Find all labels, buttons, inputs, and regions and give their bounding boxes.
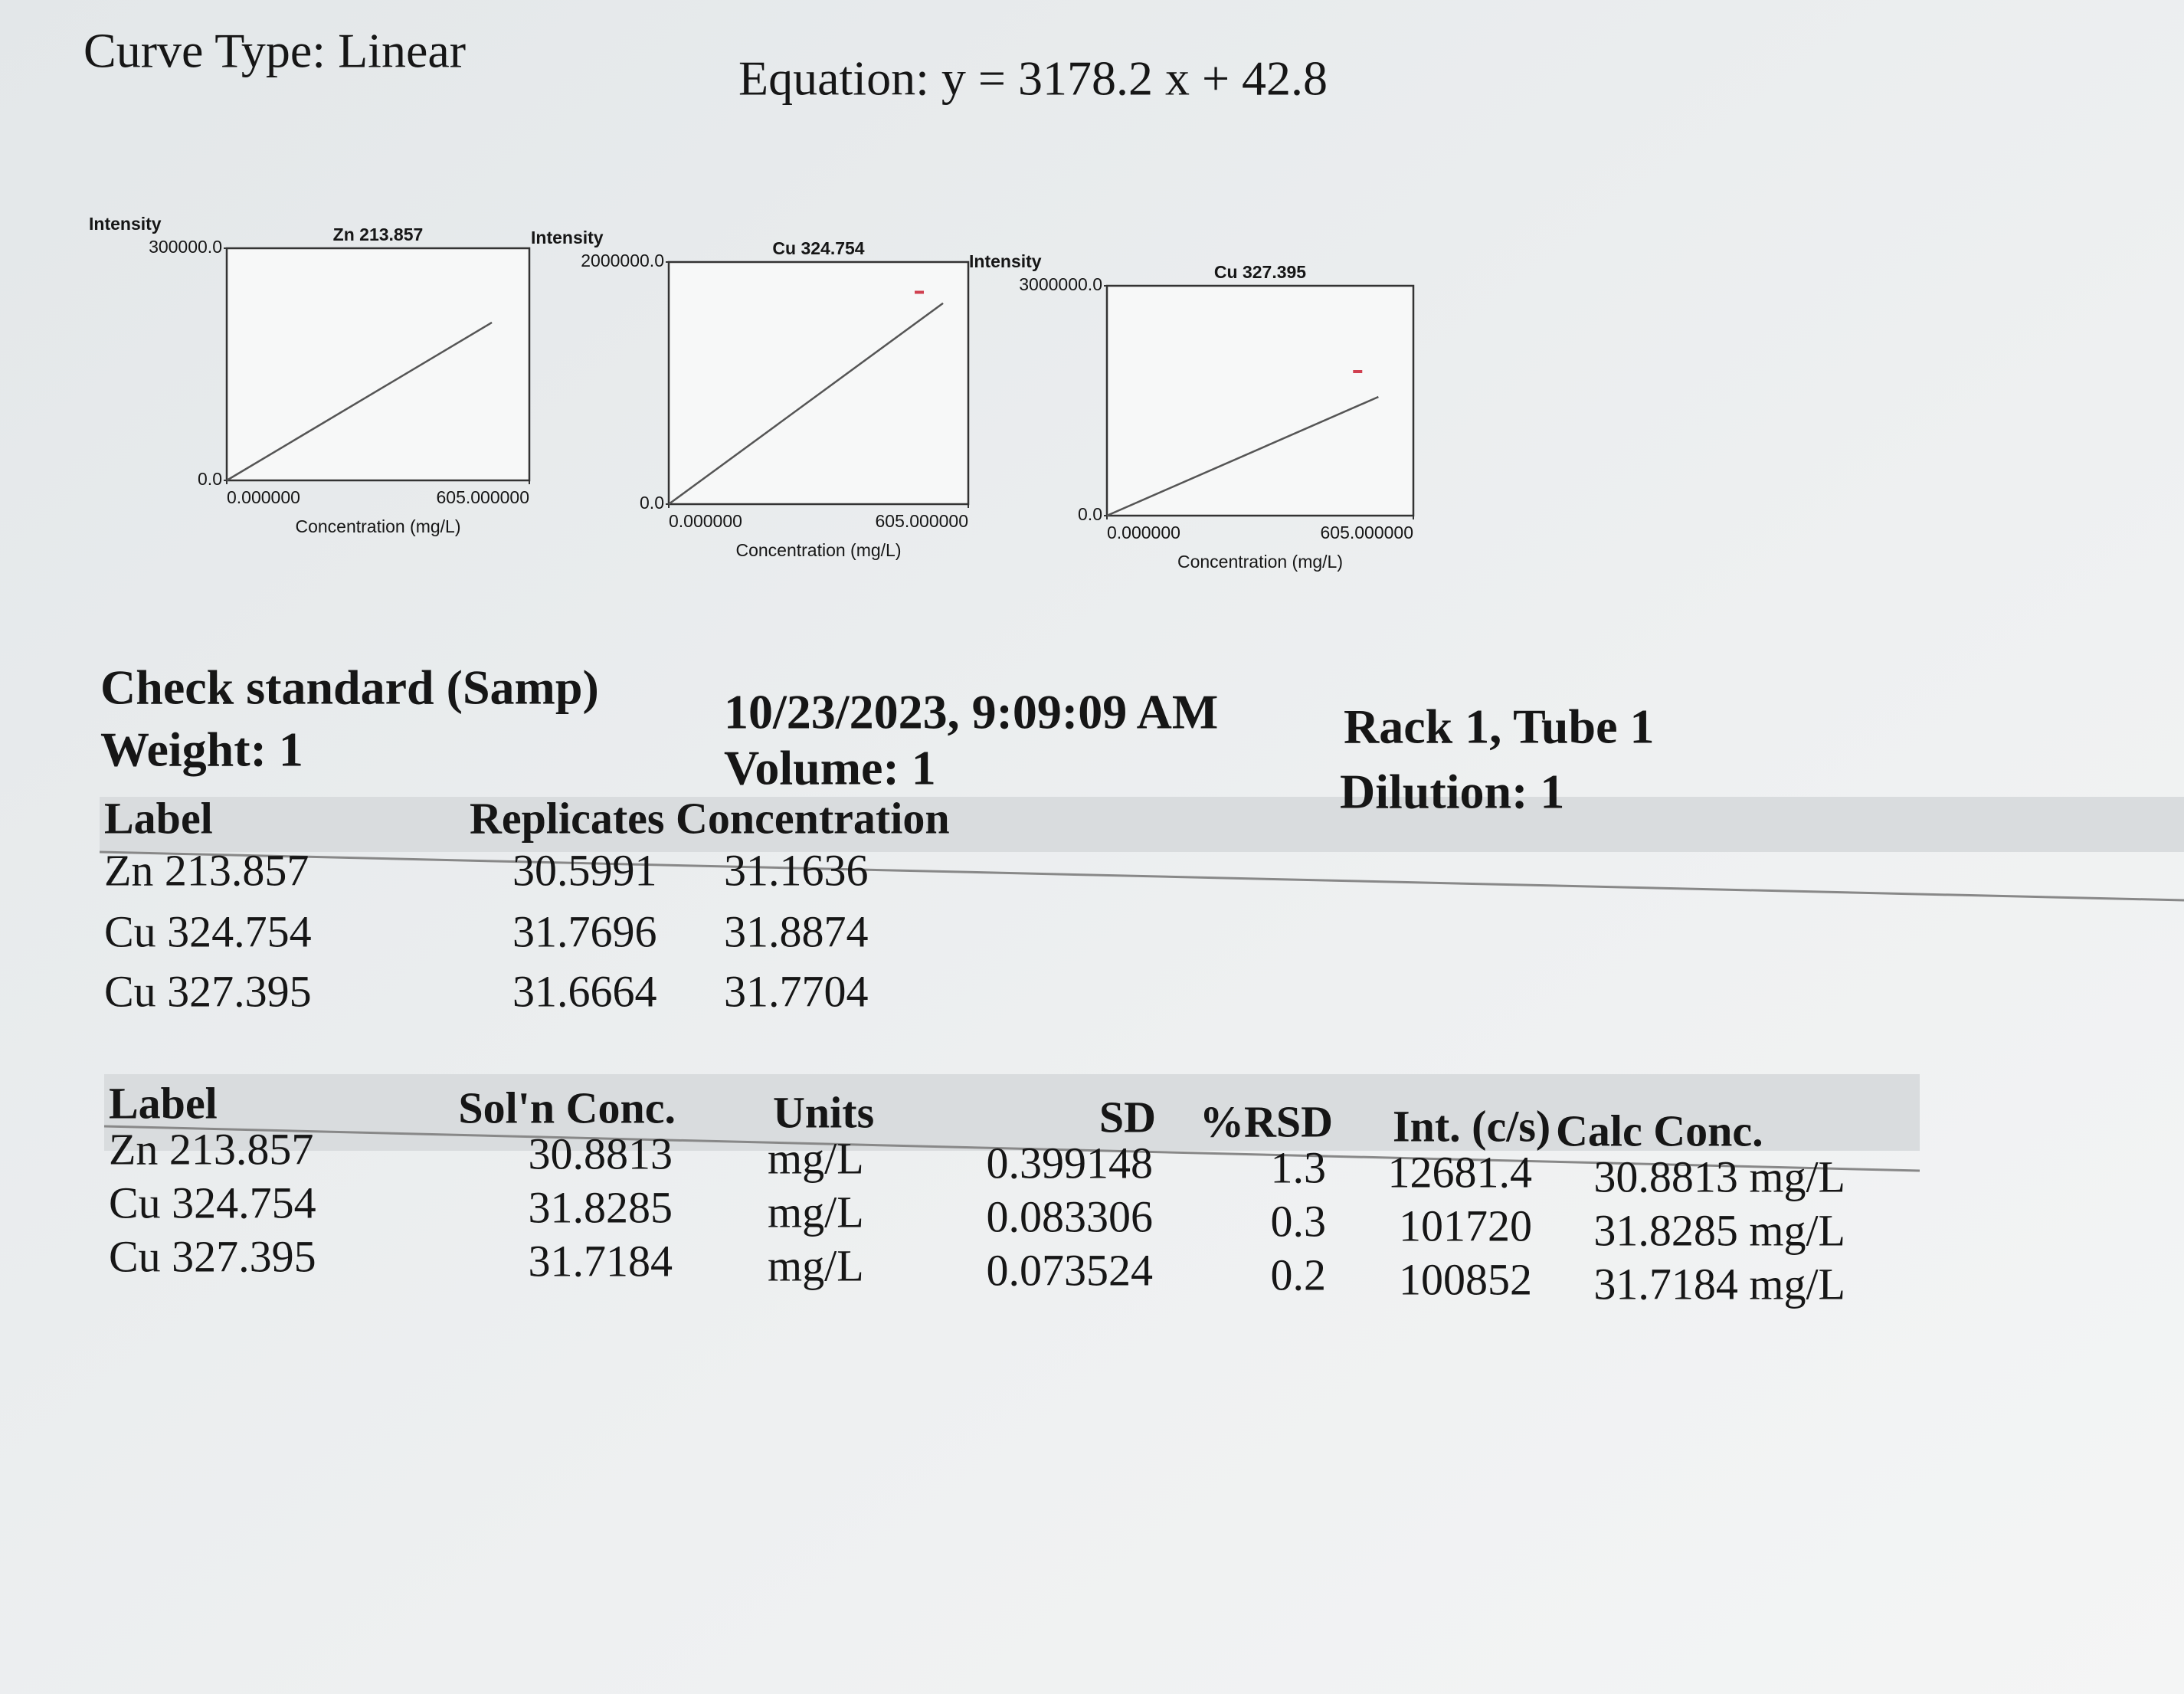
table-cell: Zn 213.857 bbox=[104, 845, 309, 895]
table-cell: 0.399148 bbox=[987, 1138, 1154, 1188]
column-header: Units bbox=[773, 1087, 874, 1137]
equation: Equation: y = 3178.2 x + 42.8 bbox=[738, 51, 1328, 106]
plot-frame bbox=[667, 260, 970, 506]
chart-title: Zn 213.857 bbox=[333, 224, 424, 244]
table-cell: 12681.4 bbox=[1388, 1147, 1533, 1197]
column-header: Sol'n Conc. bbox=[458, 1083, 676, 1132]
volume: Volume: 1 bbox=[724, 741, 936, 795]
table-cell: 30.5991 bbox=[512, 845, 657, 895]
table-cell: 31.7184 mg/L bbox=[1593, 1259, 1845, 1309]
column-header: %RSD bbox=[1200, 1096, 1333, 1146]
table-cell: 100852 bbox=[1399, 1254, 1532, 1304]
table-cell: Zn 213.857 bbox=[109, 1124, 313, 1174]
location: Rack 1, Tube 1 bbox=[1344, 700, 1654, 754]
table-cell: 31.6664 bbox=[512, 966, 657, 1016]
x-axis-label: Concentration (mg/L) bbox=[295, 516, 460, 536]
plot-frame bbox=[1105, 284, 1415, 517]
table-cell: Cu 324.754 bbox=[109, 1178, 316, 1227]
table-cell: 31.8874 bbox=[724, 906, 869, 956]
table-cell: Cu 324.754 bbox=[104, 906, 312, 956]
x-tick-label: 0.000000 bbox=[227, 487, 300, 507]
sample-name: Check standard (Samp) bbox=[100, 660, 599, 715]
y-axis-label: Intensity bbox=[531, 228, 604, 247]
x-axis-label: Concentration (mg/L) bbox=[1177, 552, 1343, 572]
table-cell: 0.083306 bbox=[987, 1191, 1154, 1241]
datetime: 10/23/2023, 9:09:09 AM bbox=[724, 685, 1218, 739]
table-cell: 0.073524 bbox=[987, 1245, 1154, 1295]
header-band bbox=[100, 797, 2184, 852]
y-tick-label: 2000000.0 bbox=[581, 251, 664, 270]
table-cell: mg/L bbox=[768, 1133, 864, 1183]
x-tick-label: 605.000000 bbox=[875, 511, 968, 531]
header-rule bbox=[99, 850, 2184, 902]
x-tick-label: 0.000000 bbox=[669, 511, 742, 531]
y-tick-label: 3000000.0 bbox=[1019, 274, 1102, 294]
table-cell: Cu 327.395 bbox=[104, 966, 312, 1016]
chart-title: Cu 327.395 bbox=[1214, 262, 1306, 282]
calibration-line bbox=[1106, 395, 1379, 517]
table-cell: 30.8813 mg/L bbox=[1593, 1152, 1845, 1201]
table-cell: 1.3 bbox=[1271, 1142, 1327, 1192]
table-cell: 31.7696 bbox=[512, 906, 657, 956]
y-tick-label: 0.0 bbox=[640, 493, 664, 513]
x-tick-label: 0.000000 bbox=[1107, 523, 1180, 542]
y-tick-label: 0.0 bbox=[198, 469, 222, 489]
table-cell: 0.3 bbox=[1271, 1196, 1327, 1246]
chart-title: Cu 324.754 bbox=[772, 238, 864, 258]
table-cell: 31.8285 bbox=[529, 1182, 673, 1232]
curve-type: Curve Type: Linear bbox=[83, 24, 466, 78]
header-band bbox=[104, 1074, 1920, 1151]
y-axis-label: Intensity bbox=[969, 251, 1042, 271]
table-cell: 31.7704 bbox=[724, 966, 869, 1016]
x-tick-label: 605.000000 bbox=[1320, 523, 1413, 542]
table-cell: Cu 327.395 bbox=[109, 1231, 316, 1281]
table-cell: 31.1636 bbox=[724, 845, 869, 895]
table-cell: 31.8285 mg/L bbox=[1593, 1205, 1845, 1255]
plot-frame bbox=[225, 247, 531, 482]
table-cell: 101720 bbox=[1399, 1201, 1532, 1250]
table-cell: mg/L bbox=[768, 1187, 864, 1237]
header-rule bbox=[103, 1125, 1920, 1172]
y-tick-label: 0.0 bbox=[1078, 504, 1102, 524]
calibration-line bbox=[668, 302, 944, 506]
weight: Weight: 1 bbox=[100, 722, 303, 777]
y-tick-label: 300000.0 bbox=[149, 237, 222, 257]
y-axis-label: Intensity bbox=[89, 214, 162, 234]
column-header: Label bbox=[104, 793, 213, 843]
column-header: SD bbox=[1099, 1092, 1156, 1142]
dilution: Dilution: 1 bbox=[1340, 765, 1564, 819]
column-header: Label bbox=[109, 1078, 218, 1128]
column-header: Replicates Concentration bbox=[470, 793, 950, 843]
calibration-line bbox=[226, 321, 493, 482]
x-axis-label: Concentration (mg/L) bbox=[735, 540, 901, 560]
table-cell: 31.7184 bbox=[529, 1236, 673, 1286]
column-header: Calc Conc. bbox=[1556, 1106, 1763, 1155]
table-cell: 0.2 bbox=[1271, 1250, 1327, 1299]
column-header: Int. (c/s) bbox=[1393, 1101, 1550, 1151]
table-cell: 30.8813 bbox=[529, 1129, 673, 1178]
x-tick-label: 605.000000 bbox=[436, 487, 529, 507]
table-cell: mg/L bbox=[768, 1240, 864, 1290]
